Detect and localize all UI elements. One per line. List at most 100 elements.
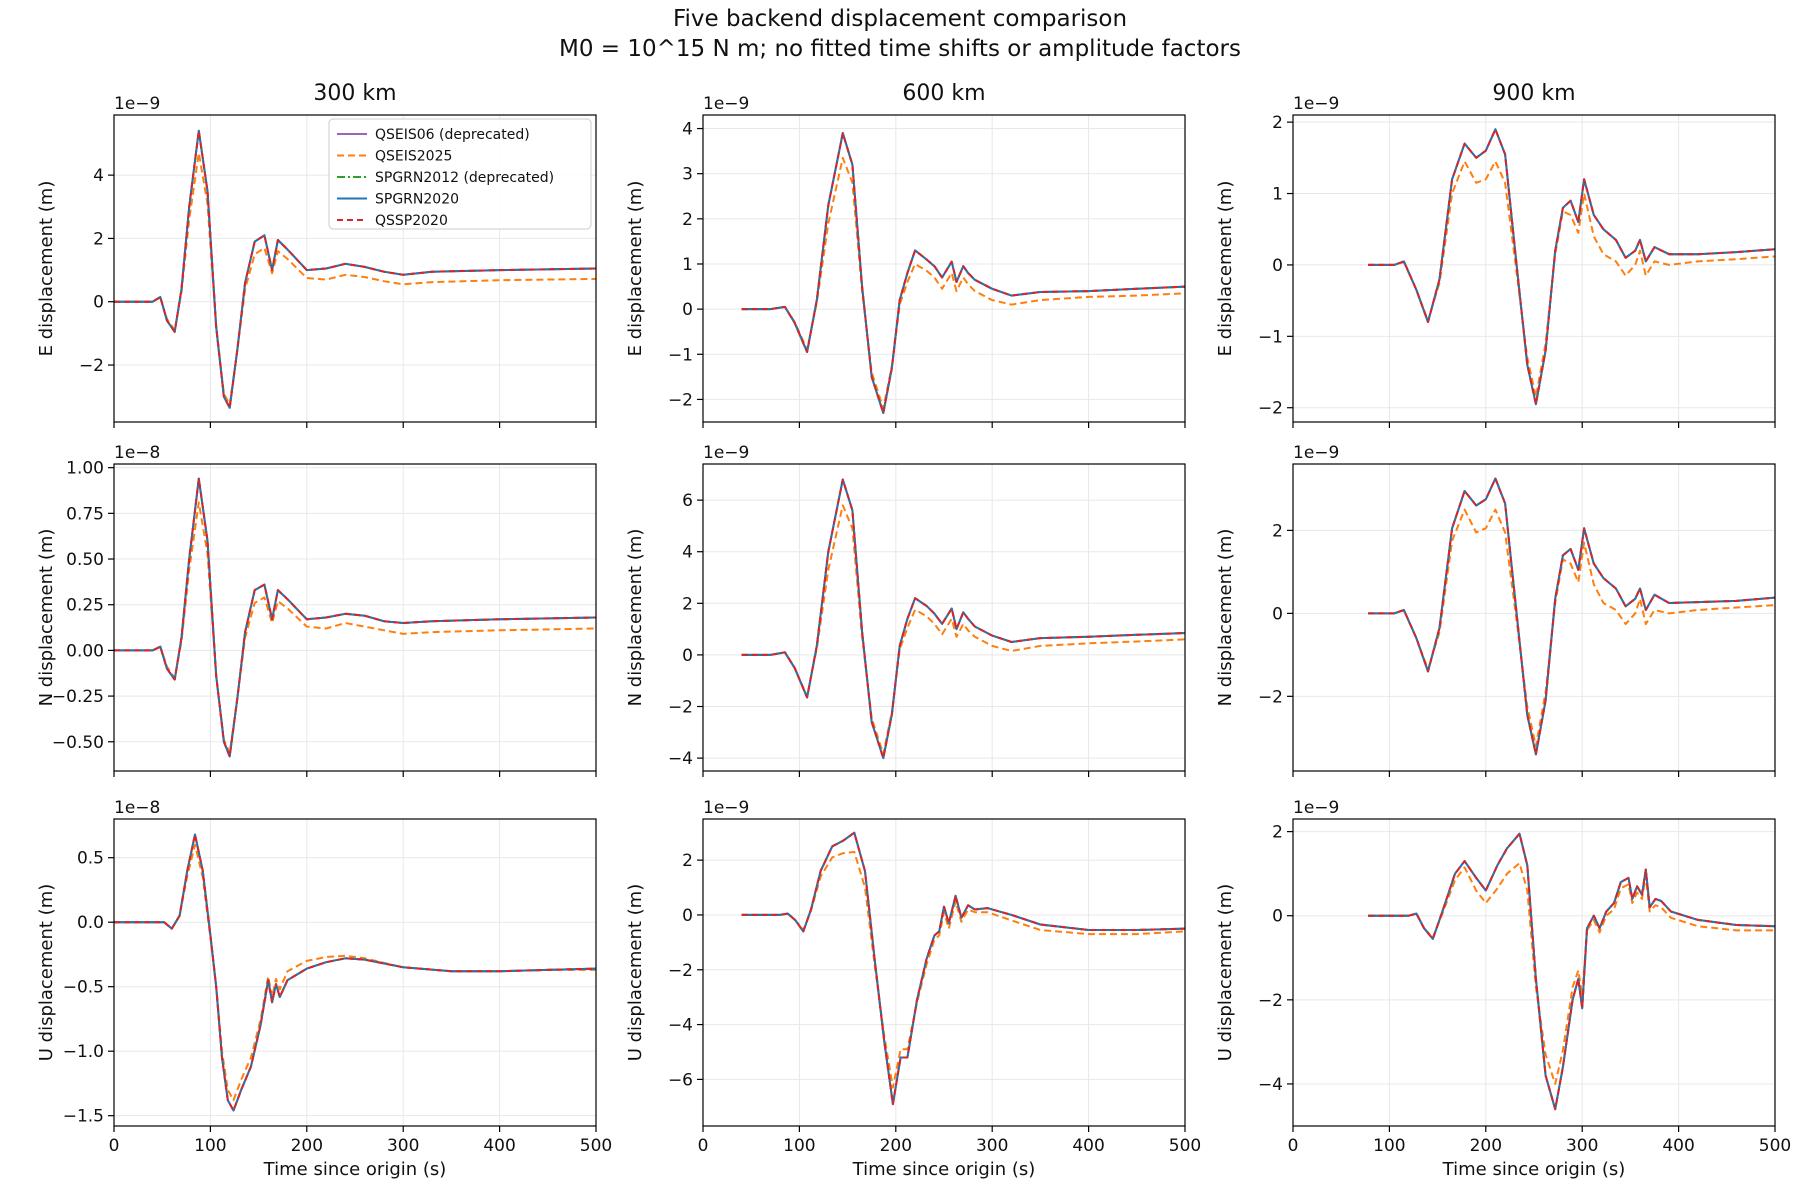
axis-exponent: 1e−9: [703, 443, 749, 463]
series-group: [114, 833, 596, 1112]
y-axis-label: N displacement (m): [36, 529, 57, 707]
y-tick-label: 0: [93, 293, 104, 313]
y-tick-label: 0: [682, 300, 693, 320]
y-axis-label: U displacement (m): [625, 884, 646, 1062]
series-qssp2020: [741, 132, 1185, 414]
series-qseis06: [114, 477, 596, 758]
axis-exponent: 1e−9: [114, 94, 160, 114]
axis-exponent: 1e−9: [1293, 798, 1339, 818]
y-tick-label: −1: [1258, 327, 1283, 347]
y-tick-label: 0.75: [66, 504, 104, 524]
x-tick-label: 300: [1566, 1136, 1598, 1156]
x-axis-label: Time since origin (s): [852, 1159, 1036, 1180]
x-tick-label: 0: [698, 1136, 709, 1156]
y-tick-label: −4: [1258, 1075, 1283, 1095]
y-tick-label: 0.25: [66, 596, 104, 616]
subplot-r0c0: −2 0 2 4 1e−9 E displacement (m) 300 km QSEIS06…: [36, 81, 597, 428]
x-tick-label: 100: [783, 1136, 815, 1156]
axes-frame: [1292, 463, 1776, 772]
x-tick-label: 200: [291, 1136, 323, 1156]
y-axis-label: E displacement (m): [625, 181, 646, 357]
axes-frame: [113, 114, 597, 423]
y-axis-label: N displacement (m): [1215, 529, 1236, 707]
axis-exponent: 1e−9: [1293, 94, 1339, 114]
series-spgrn2020: [1368, 128, 1775, 406]
y-tick-label: −2: [668, 390, 693, 410]
series-spgrn2012: [114, 477, 596, 758]
y-axis-label: E displacement (m): [1215, 181, 1236, 357]
series-qssp2020: [741, 478, 1185, 760]
subplot-r0c2: −2 −1 0 1 2 1e−9 E displacement (m) 900 km: [1215, 81, 1776, 428]
x-tick-label: 0: [109, 1136, 120, 1156]
y-tick-label: 2: [1272, 823, 1283, 843]
subplot-r1c1: −4 −2 0 2 4 6 1e−9 N displacement (m): [625, 443, 1186, 777]
series-qseis06: [1368, 832, 1775, 1111]
series-qssp2020: [1368, 477, 1775, 756]
column-title: 300 km: [313, 81, 396, 106]
y-tick-label: 1.00: [66, 459, 104, 479]
series-group: [741, 831, 1185, 1106]
x-tick-label: 300: [976, 1136, 1008, 1156]
legend-label-qseis06: QSEIS06 (deprecated): [375, 127, 530, 143]
series-spgrn2020: [741, 831, 1185, 1106]
series-qseis2025: [114, 501, 596, 754]
x-tick-label: 400: [1072, 1136, 1104, 1156]
y-tick-label: −2: [668, 961, 693, 981]
y-tick-label: 0.0: [77, 913, 104, 933]
series-qssp2020: [1368, 832, 1775, 1111]
x-tick-label: 200: [880, 1136, 912, 1156]
y-tick-label: 0: [682, 646, 693, 666]
legend-label-qssp2020: QSSP2020: [375, 213, 448, 229]
axes-frame: [702, 463, 1186, 772]
y-tick-label: 4: [93, 166, 104, 186]
series-spgrn2012: [741, 478, 1185, 759]
series-qseis2025: [114, 843, 596, 1102]
x-tick-label: 500: [1169, 1136, 1201, 1156]
y-tick-label: 1: [682, 255, 693, 275]
series-spgrn2020: [1368, 832, 1775, 1111]
y-tick-label: −0.5: [63, 978, 104, 998]
series-qseis06: [1368, 477, 1775, 756]
axis-exponent: 1e−8: [114, 798, 160, 818]
y-tick-label: 2: [93, 229, 104, 249]
legend-label-spgrn2020: SPGRN2020: [375, 192, 459, 208]
y-tick-label: −2: [79, 356, 104, 376]
y-tick-label: 4: [682, 543, 693, 563]
x-tick-label: 100: [1373, 1136, 1405, 1156]
y-tick-label: 4: [682, 120, 693, 140]
y-tick-label: 0: [1272, 604, 1283, 624]
y-tick-label: 0.5: [77, 849, 104, 869]
x-tick-label: 300: [387, 1136, 419, 1156]
y-tick-label: −0.50: [52, 733, 104, 753]
series-qseis2025: [1368, 862, 1775, 1085]
axes-frame: [702, 818, 1186, 1127]
x-tick-label: 0: [1288, 1136, 1299, 1156]
axes-frame: [702, 114, 1186, 423]
series-qseis06: [741, 132, 1185, 414]
series-qssp2020: [114, 477, 596, 758]
y-tick-label: 0: [1272, 256, 1283, 276]
subplot-r2c2: −4 −2 0 2 0 100 200 300 400 500 1e−9 U displacement…: [1215, 798, 1791, 1180]
series-spgrn2012: [1368, 832, 1775, 1111]
y-tick-label: 2: [682, 594, 693, 614]
y-tick-label: −2: [1258, 991, 1283, 1011]
series-qssp2020: [114, 833, 596, 1112]
series-qseis06: [741, 831, 1185, 1106]
y-tick-label: −2: [668, 698, 693, 718]
series-qseis06: [1368, 128, 1775, 406]
y-tick-label: 2: [682, 210, 693, 230]
series-group: [114, 129, 596, 409]
series-spgrn2012: [741, 831, 1185, 1105]
series-group: [1368, 128, 1775, 406]
y-tick-label: −1: [668, 345, 693, 365]
subplot-r1c2: −2 0 2 1e−9 N displacement (m): [1215, 443, 1776, 777]
y-axis-label: U displacement (m): [36, 884, 57, 1062]
x-tick-label: 200: [1470, 1136, 1502, 1156]
series-spgrn2020: [1368, 477, 1775, 756]
figure-title: Five backend displacement comparison: [672, 6, 1128, 32]
axes-frame: [113, 818, 597, 1127]
series-qseis2025: [1368, 508, 1775, 748]
x-tick-label: 400: [1662, 1136, 1694, 1156]
series-spgrn2020: [741, 478, 1185, 760]
y-tick-label: 3: [682, 165, 693, 185]
